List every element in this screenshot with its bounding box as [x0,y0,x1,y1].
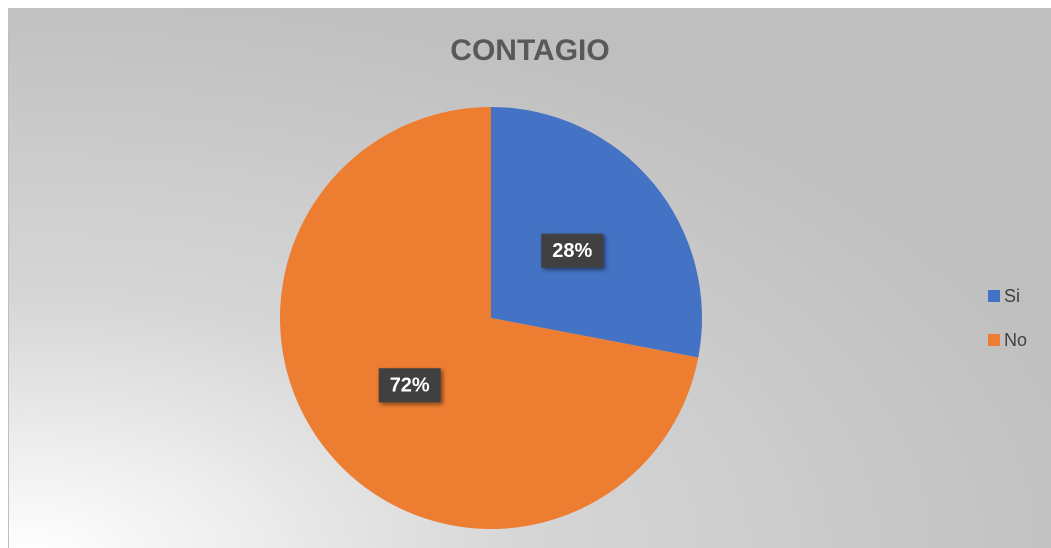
pie-slice [280,107,699,529]
data-label: 28% [552,240,592,262]
legend-label: Si [1004,286,1020,306]
chart-title: CONTAGIO [450,34,609,67]
data-label: 72% [390,375,430,397]
data-label-box [541,233,604,268]
legend-swatch [988,334,1000,346]
pie-slice [491,107,703,358]
data-label-box [378,368,441,403]
legend-label: No [1004,330,1027,350]
legend-swatch [988,290,1000,302]
